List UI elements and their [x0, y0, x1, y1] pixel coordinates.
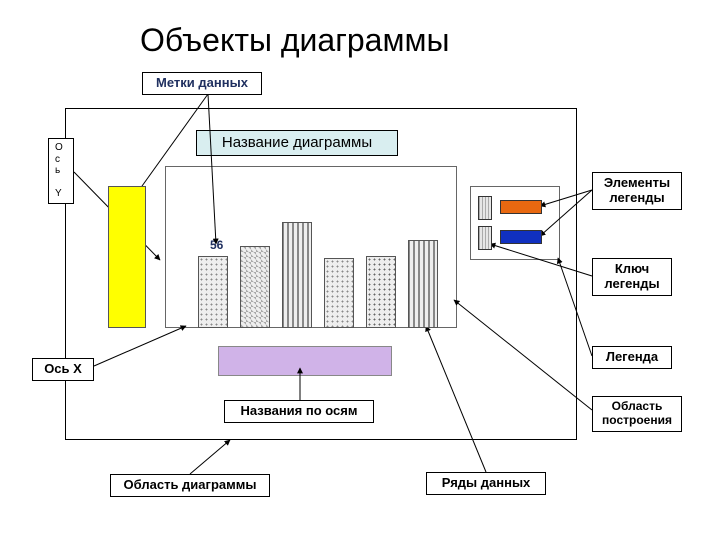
page-title: Объекты диаграммы: [140, 22, 449, 59]
bar-0: [108, 186, 146, 328]
label-axis_y: О с ь Y: [48, 138, 74, 204]
bar-5: [366, 256, 396, 328]
bar-3: [282, 222, 312, 328]
label-data_series: Ряды данных: [426, 472, 546, 495]
legend-swatch-1: [500, 230, 542, 244]
label-legend_key: Ключ легенды: [592, 258, 672, 296]
legend-swatch-0: [500, 200, 542, 214]
label-data_markers: Метки данных: [142, 72, 262, 95]
legend-key-1: [478, 226, 492, 250]
label-axis_titles: Названия по осям: [224, 400, 374, 423]
chart-title-box: Название диаграммы: [196, 130, 398, 156]
bar-1: [198, 256, 228, 328]
value-56: 56: [210, 238, 223, 252]
bar-2: [240, 246, 270, 328]
label-plot_area: Область построения: [592, 396, 682, 432]
legend-key-0: [478, 196, 492, 220]
arrow-chart-area: [190, 440, 230, 474]
bar-6: [408, 240, 438, 328]
label-legend_entries: Элементы легенды: [592, 172, 682, 210]
label-legend: Легенда: [592, 346, 672, 369]
bar-4: [324, 258, 354, 328]
label-chart_area: Область диаграммы: [110, 474, 270, 497]
label-axis_x: Ось X: [32, 358, 94, 381]
axis-title-bar: [218, 346, 392, 376]
